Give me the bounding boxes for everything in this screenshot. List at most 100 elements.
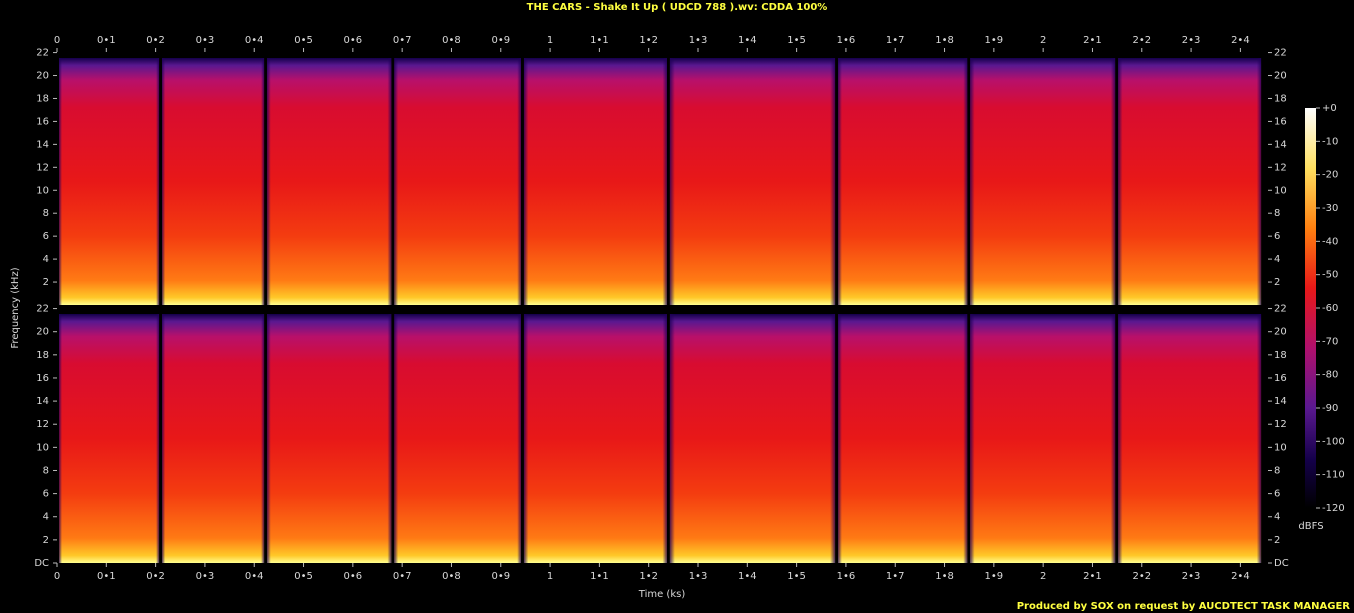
x-tick-label: 1•2 — [639, 571, 658, 582]
x-tick-label: 0•7 — [393, 35, 412, 46]
y-tick-label: 10 — [36, 442, 49, 453]
colorbar — [1305, 108, 1316, 508]
x-tick-label: 0•6 — [344, 571, 363, 582]
segment-edge — [59, 314, 160, 563]
x-tick-label: 0•6 — [344, 35, 363, 46]
y-tick-label: 8 — [1274, 465, 1280, 476]
x-tick-label: 1•7 — [886, 35, 905, 46]
y-tick-label: 4 — [43, 512, 49, 523]
x-tick-label: 0•3 — [196, 35, 215, 46]
y-tick-label: 6 — [1274, 489, 1280, 500]
x-tick-label: 2•1 — [1083, 571, 1102, 582]
colorbar-tick-label: -100 — [1322, 436, 1345, 447]
y-tick-label: 4 — [43, 254, 49, 265]
y-tick-label: 16 — [36, 373, 49, 384]
x-tick-label: 0•5 — [294, 35, 313, 46]
colorbar-tick-label: -20 — [1322, 170, 1338, 181]
y-tick-label: 4 — [1274, 254, 1280, 265]
x-tick-label: 0•8 — [442, 571, 461, 582]
y-tick-label: 16 — [1274, 116, 1287, 127]
x-tick-label: 0•2 — [146, 571, 165, 582]
y-tick-label: 18 — [36, 93, 49, 104]
x-tick-label: 1•8 — [935, 35, 954, 46]
y-tick-label: 10 — [36, 185, 49, 196]
segment-edge — [970, 314, 1116, 563]
colorbar-tick-label: -70 — [1322, 336, 1338, 347]
y-tick-label: 12 — [36, 162, 49, 173]
y-tick-label: 22 — [36, 48, 49, 59]
y-tick-label: DC — [34, 558, 49, 569]
y-tick-label: 2 — [1274, 277, 1280, 288]
x-tick-label: 1•1 — [590, 571, 609, 582]
segment-edge — [970, 58, 1116, 305]
x-tick-label: 2•4 — [1231, 35, 1250, 46]
y-tick-label: 2 — [43, 535, 49, 546]
x-tick-label: 0•1 — [97, 35, 116, 46]
y-tick-label: 10 — [1274, 442, 1287, 453]
y-tick-label: 14 — [1274, 139, 1287, 150]
x-tick-label: 1•9 — [985, 571, 1004, 582]
x-tick-label: 0•3 — [196, 571, 215, 582]
x-tick-label: 0•2 — [146, 35, 165, 46]
x-tick-label: 0 — [54, 571, 60, 582]
segment-edge — [838, 314, 968, 563]
segment-edge — [267, 58, 392, 305]
y-tick-label: 8 — [43, 465, 49, 476]
y-tick-label: 20 — [36, 327, 49, 338]
colorbar-label: dBFS — [1298, 521, 1323, 532]
y-tick-label: 18 — [36, 350, 49, 361]
y-tick-label: 14 — [36, 396, 49, 407]
x-tick-label: 0•9 — [491, 35, 510, 46]
colorbar-tick-label: -40 — [1322, 236, 1338, 247]
y-tick-label: 8 — [43, 208, 49, 219]
y-tick-label: 22 — [1274, 304, 1287, 315]
x-tick-label: 2 — [1040, 571, 1046, 582]
x-tick-label: 1•2 — [639, 35, 658, 46]
x-tick-label: 1•9 — [985, 35, 1004, 46]
x-tick-label: 1•1 — [590, 35, 609, 46]
x-tick-label: 1•8 — [935, 571, 954, 582]
x-tick-label: 2•1 — [1083, 35, 1102, 46]
y-tick-label: 20 — [1274, 71, 1287, 82]
y-tick-label: 12 — [1274, 419, 1287, 430]
x-tick-label: 1•4 — [738, 35, 757, 46]
segment-edge — [669, 314, 836, 563]
y-tick-label: 16 — [1274, 373, 1287, 384]
x-tick-label: 1 — [547, 571, 553, 582]
y-tick-label: 6 — [43, 231, 49, 242]
chart-title: THE CARS - Shake It Up ( UDCD 788 ).wv: … — [527, 2, 828, 13]
y-tick-label: 22 — [36, 304, 49, 315]
segment-edge — [394, 314, 521, 563]
x-tick-label: 0•9 — [491, 571, 510, 582]
y-tick-label: 12 — [1274, 162, 1287, 173]
colorbar-tick-label: -120 — [1322, 503, 1345, 514]
y-tick-label: 20 — [36, 71, 49, 82]
x-tick-label: 0•4 — [245, 571, 264, 582]
x-axis-label: Time (ks) — [638, 589, 686, 600]
colorbar-tick-label: -90 — [1322, 403, 1338, 414]
y-tick-label: 4 — [1274, 512, 1280, 523]
y-tick-label: 18 — [1274, 350, 1287, 361]
segment-edge — [162, 314, 265, 563]
y-tick-label: 22 — [1274, 48, 1287, 59]
colorbar-tick-label: -50 — [1322, 270, 1338, 281]
x-tick-label: 1•4 — [738, 571, 757, 582]
segment-edge — [162, 58, 265, 305]
segment-edge — [59, 58, 160, 305]
y-tick-label: 18 — [1274, 93, 1287, 104]
segment-edge — [1118, 58, 1262, 305]
y-tick-label: 14 — [36, 139, 49, 150]
x-tick-label: 2•2 — [1132, 35, 1151, 46]
footer: Produced by SOX on request by AUCDTECT T… — [1017, 601, 1351, 612]
y-tick-label: 14 — [1274, 396, 1287, 407]
x-tick-label: 2•3 — [1182, 571, 1201, 582]
x-tick-label: 1•5 — [787, 571, 806, 582]
colorbar-tick-label: -110 — [1322, 470, 1345, 481]
y-tick-label: 2 — [1274, 535, 1280, 546]
x-tick-label: 0•7 — [393, 571, 412, 582]
x-tick-label: 1•5 — [787, 35, 806, 46]
x-tick-label: 1•3 — [689, 35, 708, 46]
y-tick-label: 16 — [36, 116, 49, 127]
